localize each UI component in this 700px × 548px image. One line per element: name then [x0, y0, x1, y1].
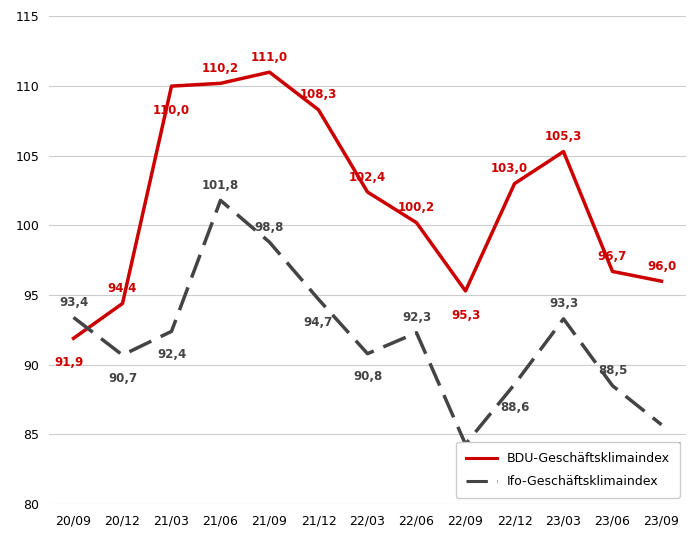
Text: 95,3: 95,3 [451, 309, 480, 322]
Legend: BDU-Geschäftsklimaindex, Ifo-Geschäftsklimaindex: BDU-Geschäftsklimaindex, Ifo-Geschäftskl… [456, 442, 680, 498]
Text: 96,7: 96,7 [598, 250, 627, 263]
Ifo-Geschäftsklimaindex [216, 197, 225, 204]
BDU-Geschäftsklimaindex [608, 268, 617, 275]
Ifo-Geschäftsklimaindex [657, 421, 666, 428]
Text: 92,3: 92,3 [402, 311, 431, 324]
Text: 94,4: 94,4 [108, 282, 137, 295]
Ifo-Geschäftsklimaindex [510, 381, 519, 387]
Ifo-Geschäftsklimaindex [363, 350, 372, 357]
Text: 94,7: 94,7 [304, 316, 333, 329]
Text: 98,8: 98,8 [255, 221, 284, 234]
Ifo-Geschäftsklimaindex [167, 328, 176, 335]
Ifo-Geschäftsklimaindex [608, 383, 617, 389]
Text: 88,6: 88,6 [500, 401, 529, 414]
Text: 92,4: 92,4 [157, 348, 186, 361]
Ifo-Geschäftsklimaindex [412, 329, 421, 336]
Text: 88,5: 88,5 [598, 364, 627, 378]
BDU-Geschäftsklimaindex [118, 300, 127, 307]
Text: 84,3: 84,3 [458, 461, 487, 474]
Text: 111,0: 111,0 [251, 51, 288, 64]
Text: 85,7: 85,7 [652, 442, 681, 454]
Text: 108,3: 108,3 [300, 88, 337, 101]
Text: 102,4: 102,4 [349, 170, 386, 184]
BDU-Geschäftsklimaindex [559, 149, 568, 155]
Text: 90,7: 90,7 [108, 372, 137, 385]
BDU-Geschäftsklimaindex [216, 80, 225, 87]
Line: Ifo-Geschäftsklimaindex: Ifo-Geschäftsklimaindex [74, 201, 662, 444]
Text: 101,8: 101,8 [202, 179, 239, 192]
Ifo-Geschäftsklimaindex [118, 352, 127, 358]
BDU-Geschäftsklimaindex [69, 335, 78, 341]
Text: 93,3: 93,3 [549, 298, 578, 311]
Text: 110,2: 110,2 [202, 62, 239, 75]
BDU-Geschäftsklimaindex [167, 83, 176, 89]
Text: 105,3: 105,3 [545, 130, 582, 143]
Ifo-Geschäftsklimaindex [461, 441, 470, 448]
Text: 110,0: 110,0 [153, 104, 190, 117]
BDU-Geschäftsklimaindex [363, 189, 372, 195]
Ifo-Geschäftsklimaindex [559, 316, 568, 322]
Text: 96,0: 96,0 [647, 260, 676, 273]
Text: 103,0: 103,0 [491, 162, 528, 175]
BDU-Geschäftsklimaindex [314, 106, 323, 113]
Line: BDU-Geschäftsklimaindex: BDU-Geschäftsklimaindex [74, 72, 662, 338]
BDU-Geschäftsklimaindex [510, 180, 519, 187]
BDU-Geschäftsklimaindex [412, 219, 421, 226]
Ifo-Geschäftsklimaindex [314, 296, 323, 302]
BDU-Geschäftsklimaindex [265, 69, 274, 76]
Text: 90,8: 90,8 [353, 370, 382, 384]
Text: 100,2: 100,2 [398, 201, 435, 214]
Ifo-Geschäftsklimaindex [265, 239, 274, 246]
BDU-Geschäftsklimaindex [657, 278, 666, 284]
Text: 93,4: 93,4 [59, 296, 88, 309]
Ifo-Geschäftsklimaindex [69, 314, 78, 321]
Text: 91,9: 91,9 [54, 356, 83, 369]
BDU-Geschäftsklimaindex [461, 288, 470, 294]
